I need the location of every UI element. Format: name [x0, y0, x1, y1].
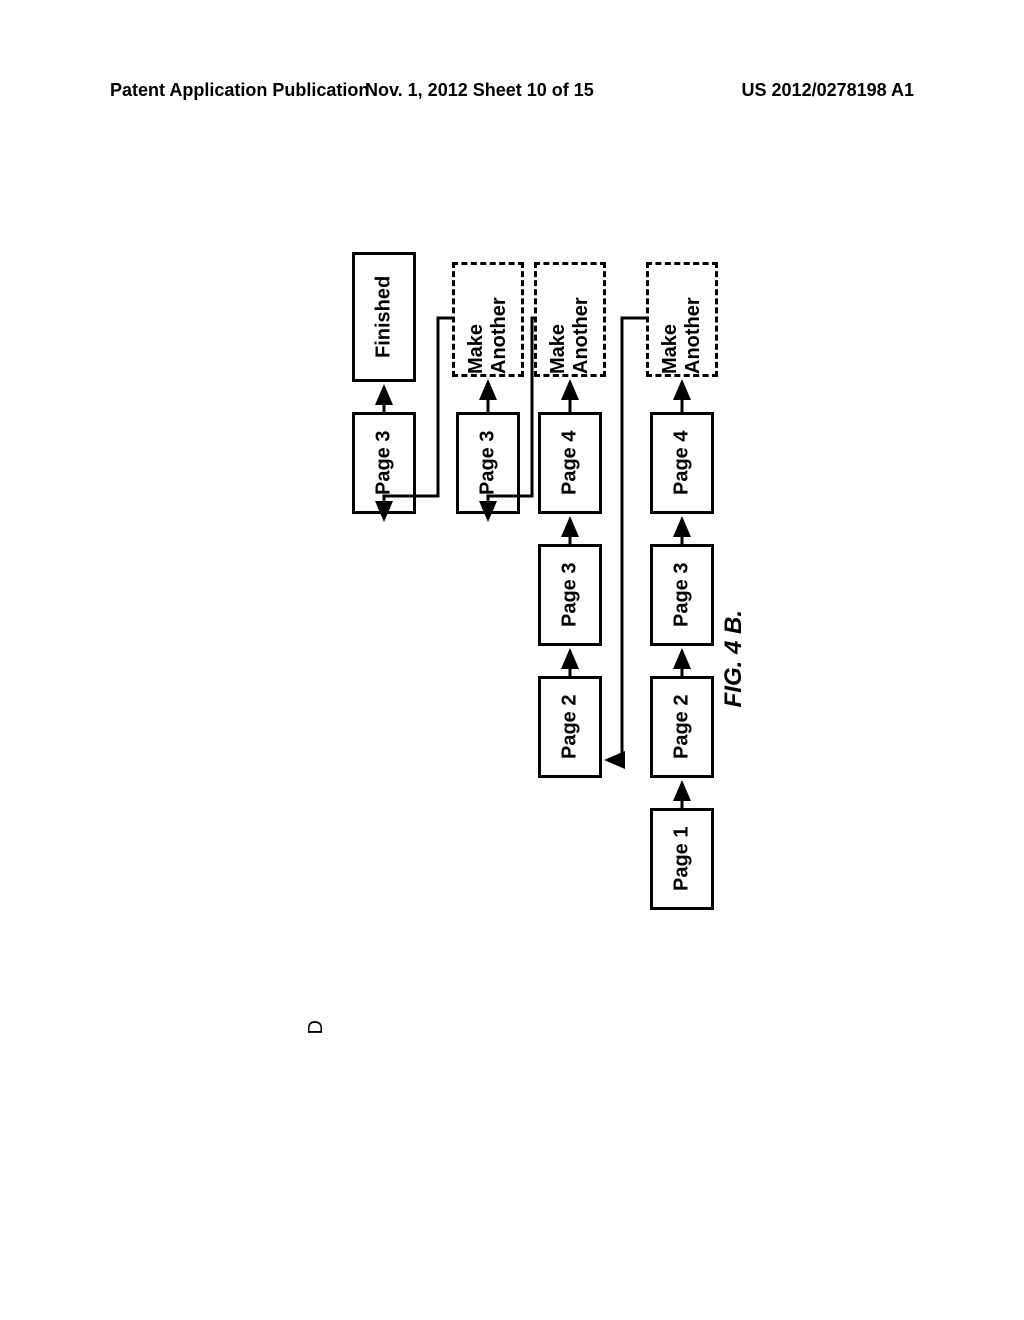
flowchart-diagram: Page 1 Page 2 Page 3 Page 4 Make Another…	[120, 200, 840, 920]
header-left: Patent Application Publication	[110, 80, 369, 101]
figure-label: FIG. 4 B.	[720, 610, 748, 707]
section-label: D	[305, 1020, 328, 1034]
header-center: Nov. 1, 2012 Sheet 10 of 15	[365, 80, 594, 101]
flowchart-arrows	[120, 200, 840, 920]
header-right: US 2012/0278198 A1	[742, 80, 914, 101]
